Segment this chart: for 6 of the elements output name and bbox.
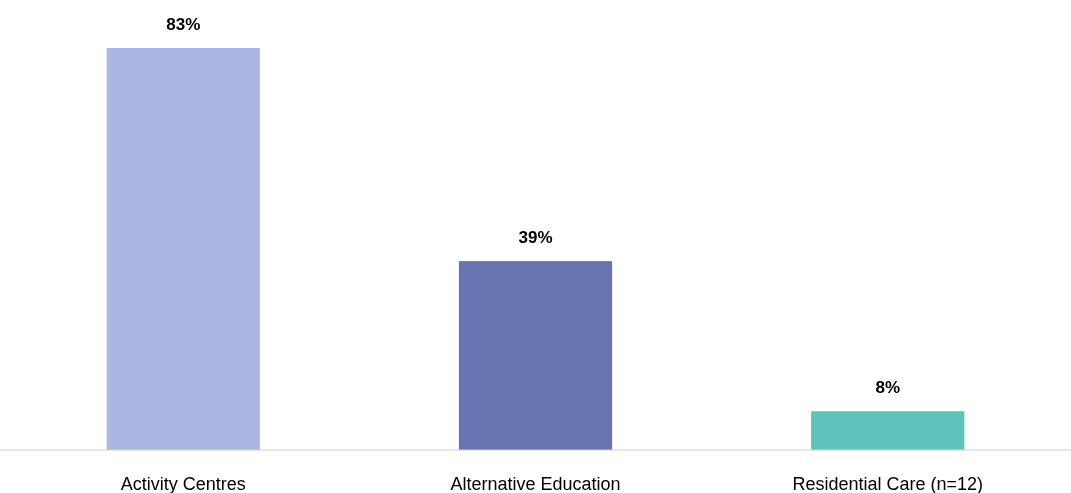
- x-tick-label: Alternative Education: [450, 474, 621, 493]
- data-label: 83%: [166, 15, 201, 34]
- x-tick-label: Activity Centres: [120, 474, 246, 493]
- x-tick-label: Residential Care (n=12): [792, 474, 984, 493]
- data-label: 39%: [518, 228, 553, 248]
- data-label: 8%: [875, 378, 901, 398]
